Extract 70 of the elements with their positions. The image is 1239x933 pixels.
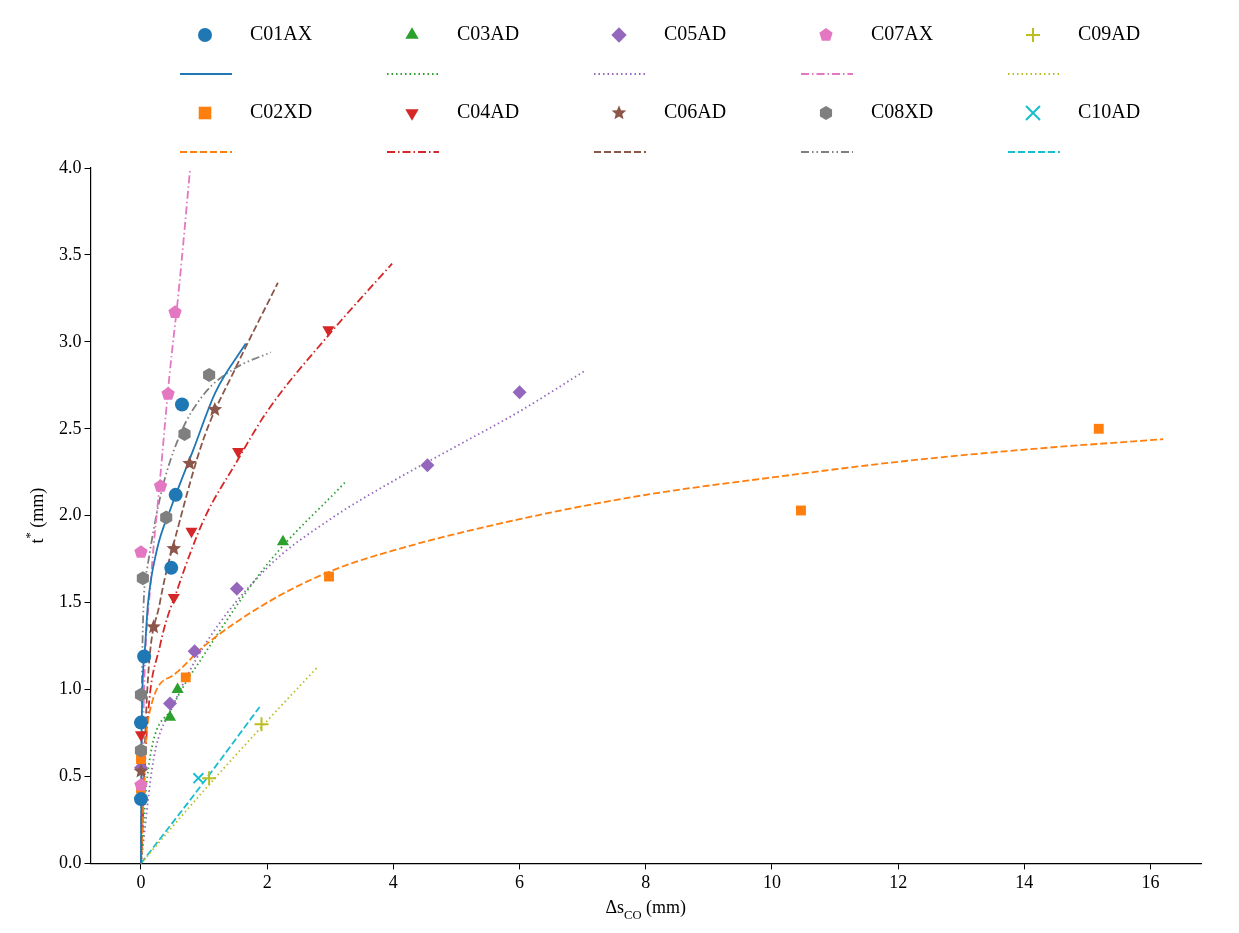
point (167, 593, 180, 605)
y-axis-title: t* (mm) (23, 487, 48, 544)
y-tick-label: 4.0 (59, 156, 82, 177)
point (276, 534, 290, 546)
point (161, 387, 175, 400)
point (168, 305, 182, 318)
point (134, 778, 148, 791)
x-tick-label: 12 (889, 871, 908, 892)
point (153, 479, 168, 492)
point (134, 687, 148, 702)
y-tick-label: 2.0 (59, 504, 82, 525)
point (171, 682, 184, 694)
point (178, 426, 191, 441)
point (136, 571, 149, 586)
y-tick-label: 0.0 (59, 852, 82, 873)
legend-label: C05AD (664, 22, 727, 45)
point (164, 560, 179, 575)
point (163, 696, 177, 711)
point (168, 487, 183, 502)
point (134, 731, 148, 742)
point (163, 710, 177, 721)
y-tick-label: 1.0 (59, 678, 82, 699)
point (133, 792, 148, 807)
point (203, 367, 216, 382)
point (146, 619, 161, 634)
point (253, 716, 270, 733)
point (187, 644, 202, 659)
point (166, 541, 182, 555)
point (137, 649, 152, 664)
point (174, 397, 189, 412)
point (134, 743, 148, 758)
legend-label: C09AD (1078, 22, 1141, 45)
point (796, 505, 806, 516)
legend-label: C03AD (457, 22, 520, 45)
legend-label: C02XD (250, 100, 313, 123)
x-tick-label: 4 (388, 871, 398, 892)
y-tick-label: 3.5 (59, 243, 82, 264)
x-tick-label: 8 (641, 871, 651, 892)
point (133, 715, 148, 730)
point (192, 772, 205, 785)
legend-label: C07AX (871, 22, 934, 45)
legend-label: C01AX (250, 22, 313, 45)
point (182, 455, 197, 470)
point (324, 571, 334, 582)
legend-label: C04AD (457, 100, 520, 123)
x-tick-label: 14 (1015, 871, 1034, 892)
point (512, 385, 527, 400)
x-tick-label: 16 (1141, 871, 1160, 892)
point (207, 401, 223, 416)
y-tick-label: 1.5 (59, 591, 82, 612)
point (160, 510, 173, 525)
legend-label: C08XD (871, 100, 934, 123)
point (201, 770, 218, 787)
y-tick-label: 0.5 (59, 765, 82, 786)
point (134, 545, 148, 558)
y-tick-label: 3.0 (59, 330, 82, 351)
x-tick-label: 6 (515, 871, 525, 892)
y-tick-label: 2.5 (59, 417, 82, 438)
point (420, 458, 435, 473)
point (185, 527, 198, 539)
legend-label: C10AD (1078, 100, 1141, 123)
point (232, 447, 245, 459)
x-tick-label: 2 (262, 871, 272, 892)
line-series (140, 666, 319, 864)
legend-label: C06AD (664, 100, 727, 123)
point (229, 581, 244, 596)
x-tick-label: 10 (762, 871, 781, 892)
point (180, 672, 191, 683)
point (1093, 423, 1104, 434)
x-tick-label: 0 (136, 871, 146, 892)
